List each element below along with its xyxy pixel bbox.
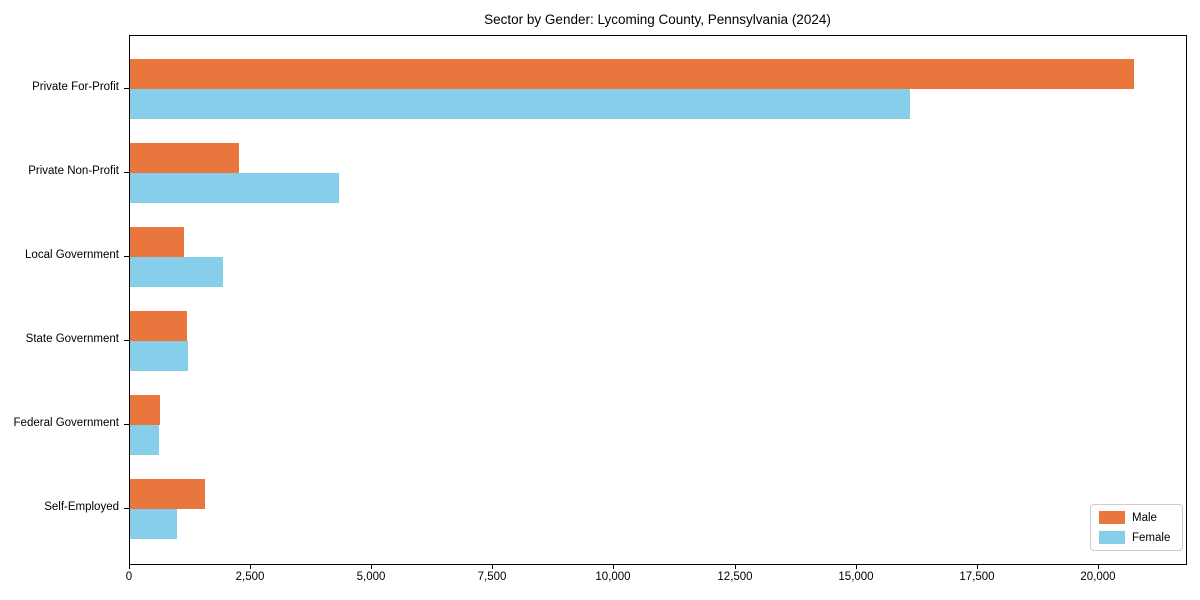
- bar-male-private-non-profit: [130, 143, 239, 173]
- y-axis-label-federal-government: Federal Government: [13, 417, 119, 429]
- bar-female-state-government: [130, 341, 188, 371]
- x-tick-label-7-500: 7,500: [477, 571, 507, 583]
- bar-male-federal-government: [130, 395, 160, 425]
- bar-female-federal-government: [130, 425, 159, 455]
- x-tick-mark: [129, 564, 130, 569]
- x-tick-label-17-500: 17,500: [959, 571, 995, 583]
- x-tick-label-20-000: 20,000: [1080, 571, 1116, 583]
- x-tick-mark: [735, 564, 736, 569]
- y-tick-mark: [124, 424, 129, 425]
- male-color-swatch: [1099, 511, 1125, 524]
- x-tick-label-2-500: 2,500: [235, 571, 265, 583]
- x-tick-mark: [492, 564, 493, 569]
- x-tick-mark: [977, 564, 978, 569]
- x-tick-mark: [856, 564, 857, 569]
- bar-male-local-government: [130, 227, 184, 257]
- x-tick-mark: [613, 564, 614, 569]
- female-color-swatch: [1099, 531, 1125, 544]
- y-axis-label-local-government: Local Government: [25, 249, 119, 261]
- y-tick-mark: [124, 508, 129, 509]
- legend-label-female: Female: [1132, 531, 1171, 544]
- bar-male-self-employed: [130, 479, 205, 509]
- x-tick-label-15-000: 15,000: [838, 571, 874, 583]
- x-tick-label-12-500: 12,500: [717, 571, 753, 583]
- bar-female-private-non-profit: [130, 173, 339, 203]
- bar-female-private-for-profit: [130, 89, 910, 119]
- x-tick-label-10-000: 10,000: [595, 571, 631, 583]
- x-tick-mark: [250, 564, 251, 569]
- chart-title: Sector by Gender: Lycoming County, Penns…: [484, 12, 831, 27]
- legend-item-male: Male: [1099, 511, 1174, 524]
- y-tick-mark: [124, 88, 129, 89]
- y-tick-mark: [124, 256, 129, 257]
- plot-area: [129, 35, 1187, 565]
- y-axis-label-state-government: State Government: [25, 333, 119, 345]
- y-axis-label-private-for-profit: Private For-Profit: [32, 81, 119, 93]
- x-tick-mark: [371, 564, 372, 569]
- x-tick-mark: [1098, 564, 1099, 569]
- legend-item-female: Female: [1099, 531, 1174, 544]
- bar-male-private-for-profit: [130, 59, 1134, 89]
- y-tick-mark: [124, 172, 129, 173]
- y-tick-mark: [124, 340, 129, 341]
- y-axis-label-private-non-profit: Private Non-Profit: [28, 165, 119, 177]
- legend: Male Female: [1090, 504, 1183, 551]
- bar-female-self-employed: [130, 509, 177, 539]
- y-axis-label-self-employed: Self-Employed: [44, 501, 119, 513]
- legend-label-male: Male: [1132, 511, 1157, 524]
- x-tick-label-0: 0: [125, 571, 133, 583]
- x-tick-label-5-000: 5,000: [356, 571, 386, 583]
- bar-male-state-government: [130, 311, 187, 341]
- bar-female-local-government: [130, 257, 223, 287]
